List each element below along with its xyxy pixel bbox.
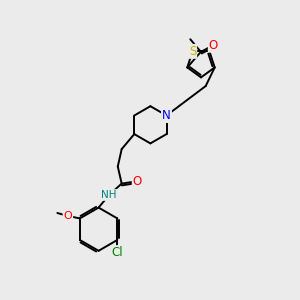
Text: S: S (189, 45, 196, 58)
Text: O: O (209, 39, 218, 52)
Text: O: O (133, 175, 142, 188)
Text: N: N (162, 109, 171, 122)
Text: Cl: Cl (112, 246, 123, 259)
Text: O: O (64, 211, 72, 221)
Text: NH: NH (101, 190, 117, 200)
Text: N: N (162, 109, 171, 122)
